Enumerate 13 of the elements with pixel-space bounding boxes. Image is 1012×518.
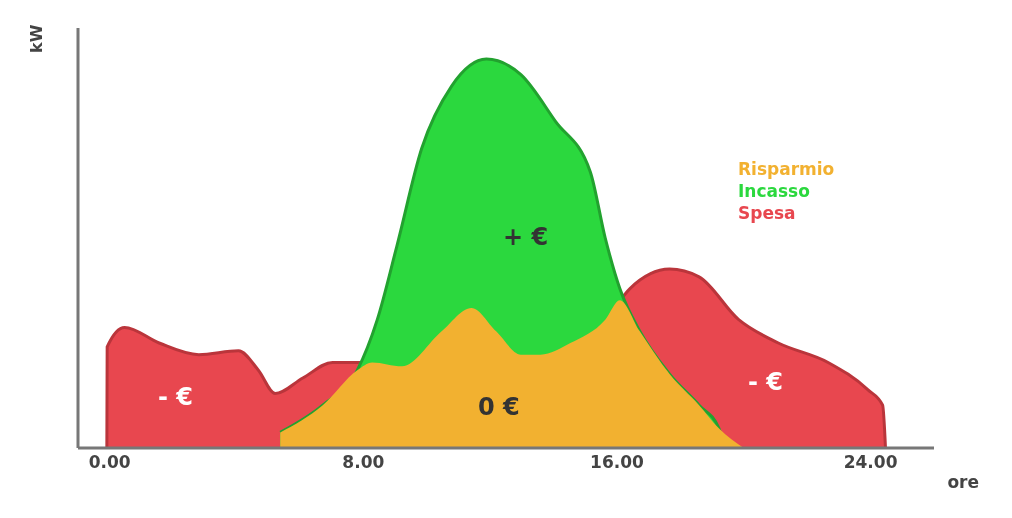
annotation: - €: [748, 368, 784, 396]
x-tick-label: 0.00: [88, 452, 131, 473]
annotation: + €: [503, 223, 549, 251]
x-tick-label: 16.00: [590, 452, 645, 473]
text: Risparmio: [738, 158, 835, 180]
annotation: - €: [158, 383, 194, 411]
x-axis-title: ore: [947, 472, 979, 492]
y-axis-title: kW: [27, 24, 47, 53]
text: Incasso: [738, 180, 811, 202]
x-tick-label: 24.00: [843, 452, 898, 473]
x-tick-label: 8.00: [342, 452, 385, 473]
annotation: 0 €: [478, 393, 520, 421]
text: Spesa: [738, 202, 797, 224]
